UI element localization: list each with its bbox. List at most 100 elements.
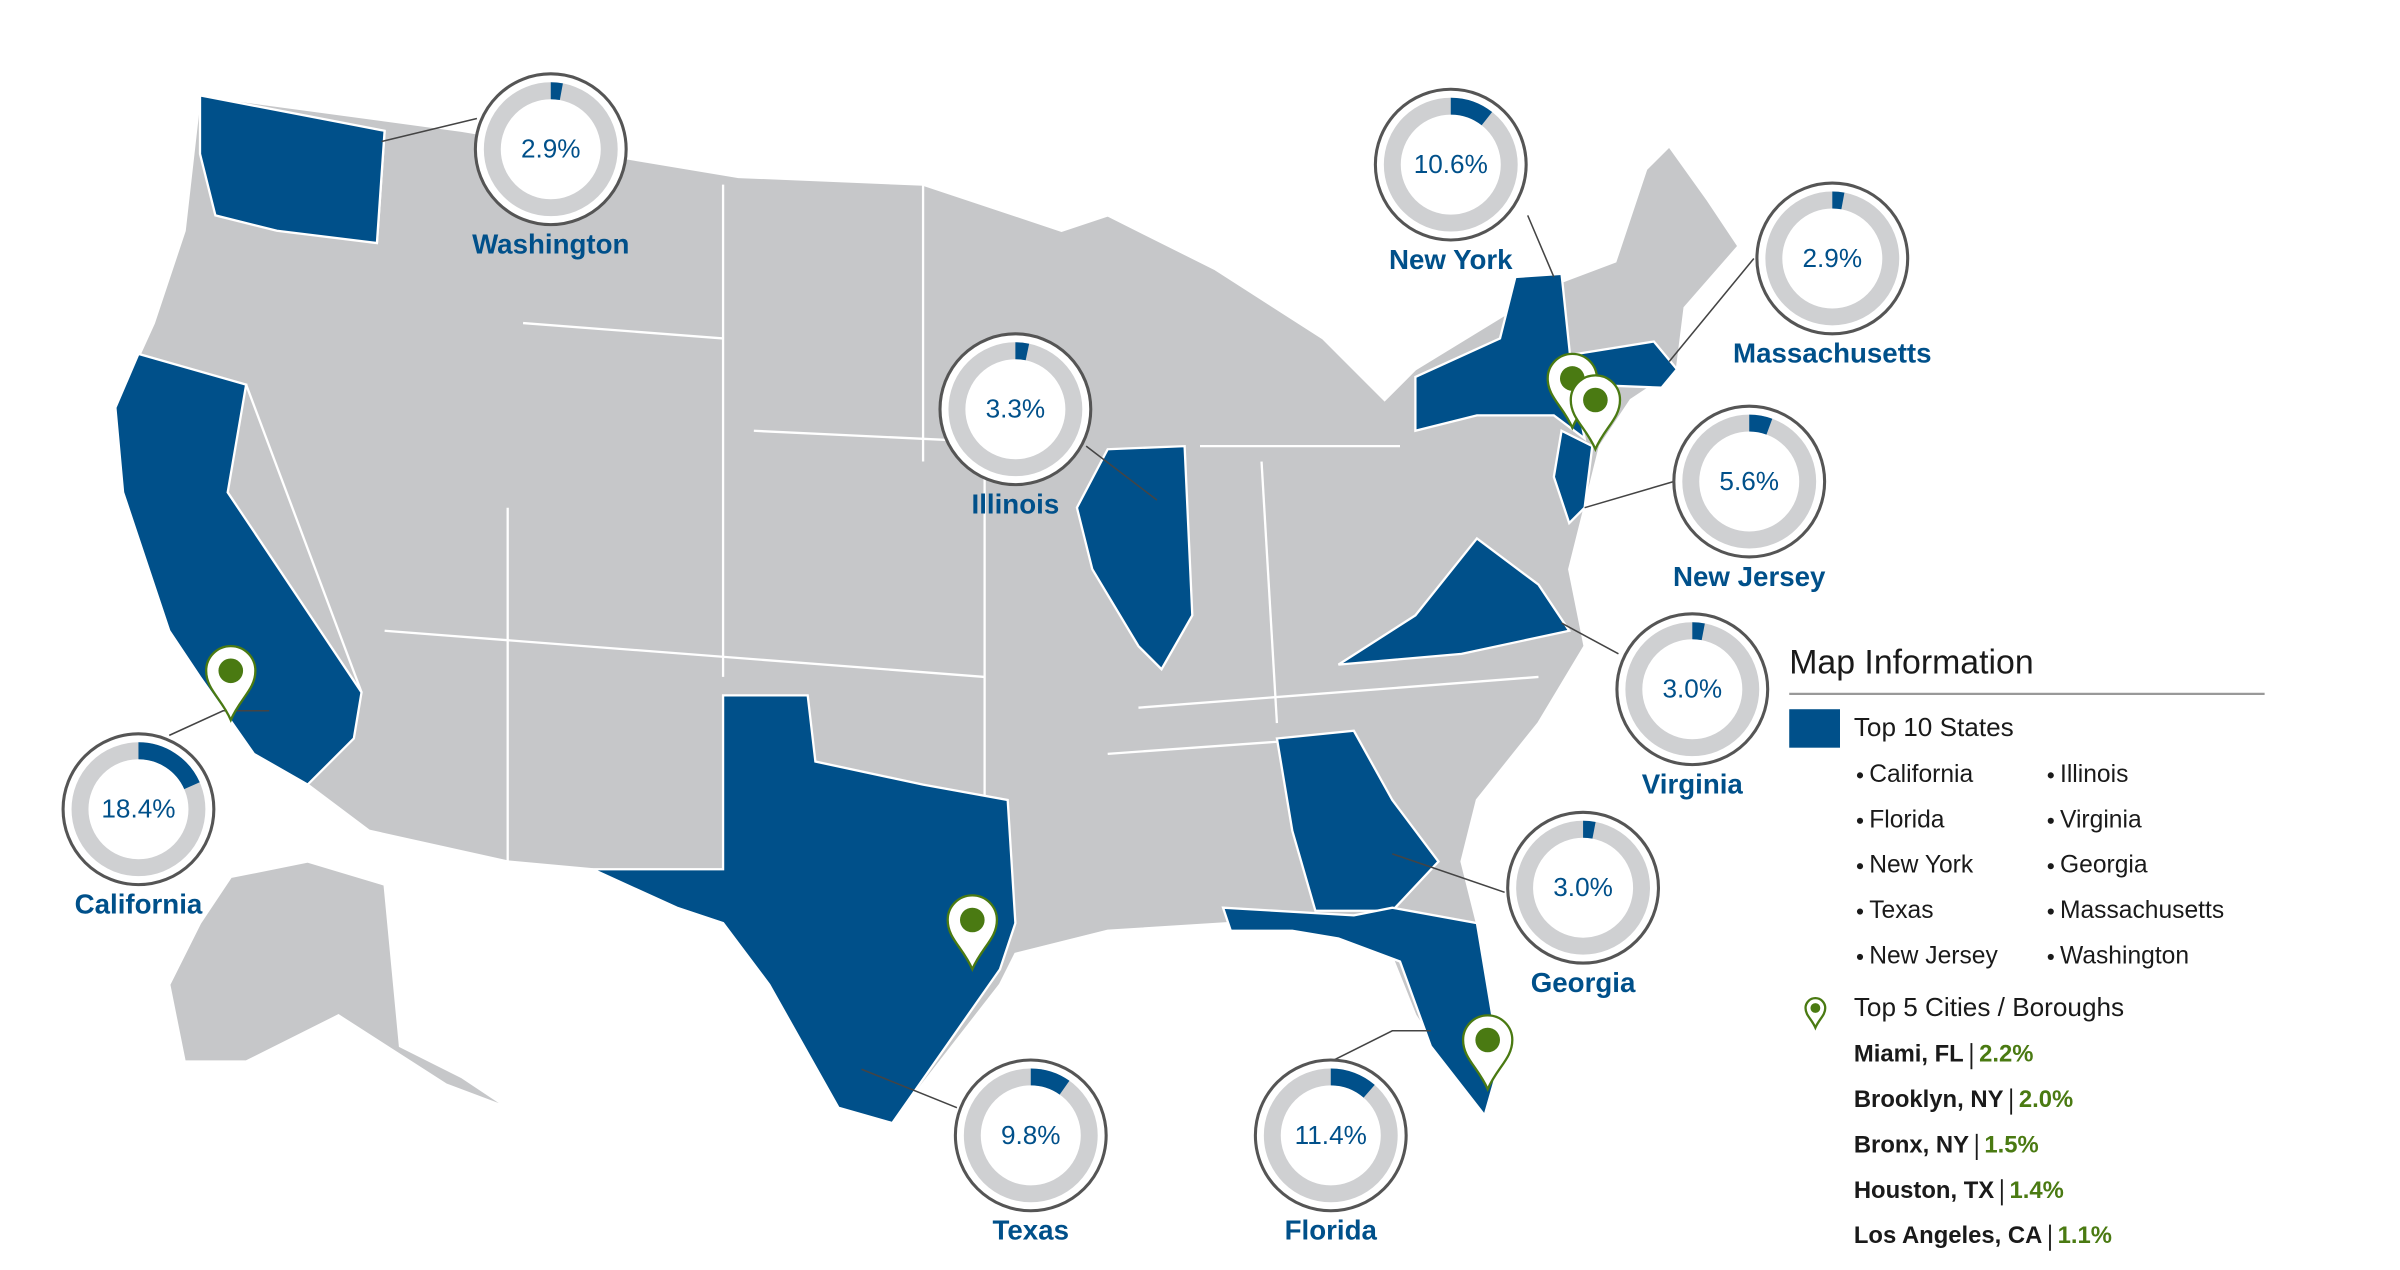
city-name: Houston, TX bbox=[1854, 1177, 1994, 1204]
legend-state: New Jersey bbox=[1869, 942, 1998, 969]
city-pin bbox=[204, 645, 257, 723]
state-name: New York bbox=[1389, 244, 1513, 275]
top-state bbox=[1221, 906, 1502, 1118]
leader-line bbox=[861, 1068, 958, 1109]
city-name: Miami, FL bbox=[1854, 1041, 1964, 1068]
donut-value: 2.9% bbox=[1803, 243, 1863, 273]
donut-arc bbox=[1765, 191, 1900, 326]
city-name: Bronx, NY bbox=[1854, 1131, 1969, 1158]
donut-arc bbox=[71, 742, 206, 877]
city-pin-dot bbox=[960, 907, 985, 933]
bullet bbox=[1856, 772, 1864, 779]
bullet bbox=[1856, 817, 1864, 824]
leader-line bbox=[1668, 257, 1755, 363]
leader-line bbox=[1561, 622, 1619, 655]
leader-line bbox=[1526, 215, 1555, 278]
top-state bbox=[591, 694, 1017, 1125]
donut-value: 9.8% bbox=[1001, 1120, 1061, 1150]
donut-value: 5.6% bbox=[1719, 466, 1779, 496]
bullet bbox=[1856, 953, 1864, 960]
bullet bbox=[2047, 863, 2054, 870]
bullet bbox=[2047, 817, 2054, 824]
legend-swatch bbox=[1789, 709, 1840, 748]
donut-arc bbox=[1682, 414, 1817, 549]
state-border bbox=[245, 384, 363, 693]
city-name: Brooklyn, NY bbox=[1854, 1086, 2004, 1113]
donut-arc bbox=[1516, 820, 1651, 955]
donut-value: 11.4% bbox=[1295, 1120, 1367, 1150]
donut-arc bbox=[1263, 1068, 1398, 1203]
legend-state: Texas bbox=[1869, 897, 1933, 924]
donut-value: 3.0% bbox=[1663, 674, 1723, 704]
state-name: Florida bbox=[1285, 1215, 1378, 1246]
state-border bbox=[1138, 675, 1539, 709]
city-pin-dot bbox=[1475, 1027, 1500, 1053]
donut-arc bbox=[1383, 97, 1518, 232]
legend-heading: Top 5 Cities / Boroughs bbox=[1854, 992, 2124, 1022]
top-state bbox=[114, 352, 363, 787]
city-value: 2.0% bbox=[2019, 1086, 2073, 1113]
leader-line bbox=[1330, 1030, 1431, 1063]
legend-title: Map Information bbox=[1789, 644, 2033, 682]
legend-state: Massachusetts bbox=[2060, 897, 2224, 924]
city-value: 1.4% bbox=[2010, 1177, 2064, 1204]
state-name: Virginia bbox=[1642, 768, 1744, 799]
leader-line bbox=[168, 710, 270, 737]
top-state bbox=[1075, 444, 1194, 672]
legend-state: Illinois bbox=[2060, 761, 2128, 788]
state-name: Massachusetts bbox=[1733, 338, 1932, 369]
donut-arc bbox=[1625, 622, 1760, 757]
city-name: Los Angeles, CA bbox=[1854, 1222, 2042, 1249]
alaska bbox=[168, 860, 509, 1109]
legend-state: Washington bbox=[2060, 942, 2189, 969]
legend-state: New York bbox=[1869, 852, 1974, 879]
us-map bbox=[114, 93, 1740, 1125]
donut-arc bbox=[483, 82, 618, 217]
bullet bbox=[1856, 908, 1864, 915]
legend-state: Florida bbox=[1869, 806, 1945, 833]
city-pin bbox=[1569, 374, 1622, 453]
city-pin bbox=[1461, 1014, 1514, 1093]
city-pin-dot bbox=[1810, 1003, 1821, 1013]
donut-value: 10.6% bbox=[1414, 149, 1488, 179]
city-value: 1.5% bbox=[1984, 1131, 2038, 1158]
state-name: Illinois bbox=[972, 488, 1060, 519]
bullet bbox=[1856, 863, 1864, 870]
leader-line bbox=[1584, 480, 1675, 509]
top-state bbox=[1552, 429, 1594, 526]
city-pin-dot bbox=[1583, 387, 1608, 413]
state-name: Texas bbox=[993, 1215, 1069, 1246]
leader-line bbox=[381, 117, 478, 143]
top-state bbox=[1337, 536, 1572, 666]
top-state bbox=[1275, 729, 1440, 912]
legend-heading: Top 10 States bbox=[1854, 712, 2014, 742]
legend: Map Information Top 10 States California Fl… bbox=[1789, 644, 2265, 1251]
donut-value: 3.0% bbox=[1553, 872, 1613, 902]
legend-state: Georgia bbox=[2060, 852, 2148, 879]
donut-value: 2.9% bbox=[521, 134, 581, 164]
state-border bbox=[384, 629, 985, 679]
state-name: California bbox=[75, 888, 203, 919]
state-name: Washington bbox=[472, 228, 629, 259]
city-pin-dot bbox=[218, 658, 244, 684]
donut-value: 18.4% bbox=[101, 794, 175, 824]
leader-line bbox=[1085, 445, 1158, 501]
city-pin bbox=[946, 894, 999, 973]
donut-arc bbox=[948, 342, 1083, 477]
bullet bbox=[2047, 908, 2054, 915]
legend-state: California bbox=[1869, 761, 1973, 788]
city-pin bbox=[1804, 997, 1827, 1031]
top-state bbox=[198, 93, 386, 245]
donut-value: 3.3% bbox=[986, 394, 1046, 424]
state-border bbox=[522, 321, 724, 340]
city-value: 1.1% bbox=[2058, 1222, 2112, 1249]
city-value: 2.2% bbox=[1979, 1041, 2033, 1068]
bullet bbox=[2047, 953, 2054, 960]
leader-line bbox=[1392, 853, 1505, 894]
state-name: Georgia bbox=[1531, 967, 1636, 998]
bullet bbox=[2047, 772, 2054, 779]
donut-arc bbox=[963, 1068, 1098, 1203]
state-name: New Jersey bbox=[1673, 561, 1826, 592]
